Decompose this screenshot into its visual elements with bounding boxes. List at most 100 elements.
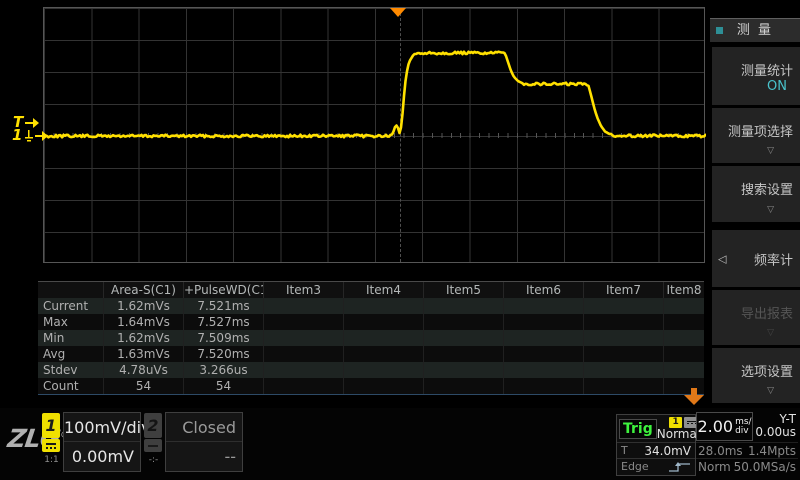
table-cell xyxy=(503,330,583,346)
measurement-table: Area-S(C1)+PulseWD(C1)Item3Item4Item5Ite… xyxy=(38,281,704,395)
trigger-coupling-icon xyxy=(684,416,701,428)
table-cell xyxy=(663,298,704,314)
table-row-label: Min xyxy=(38,330,103,346)
channel2-badge: 2 xyxy=(144,413,162,438)
sample-rate: 50.0MSa/s xyxy=(733,459,796,474)
trigger-level-label: T xyxy=(13,113,24,131)
menu-button-measure-item-select[interactable]: 测量项选择 ▽ xyxy=(712,108,800,163)
dropdown-arrow-icon: ▽ xyxy=(767,386,774,396)
table-cell: 1.62mVs xyxy=(103,330,183,346)
table-cell: 7.509ms xyxy=(183,330,263,346)
menu-button-option-settings[interactable]: 选项设置 ▽ xyxy=(712,348,800,403)
table-cell xyxy=(343,330,423,346)
table-cell xyxy=(583,362,663,378)
table-cell: 7.521ms xyxy=(183,298,263,314)
table-cell: 4.78uVs xyxy=(103,362,183,378)
menu-button-search-settings[interactable]: 搜索设置 ▽ xyxy=(712,166,800,222)
timebase-scale: 2.00 xyxy=(697,417,734,436)
timebase-scale-box: 2.00 ms/ div xyxy=(696,412,753,441)
channel1-probe-ratio: 1:1 xyxy=(44,455,59,465)
menu-button-export-report[interactable]: 导出报表 ▽ xyxy=(712,290,800,345)
record-time: 28.0ms xyxy=(698,443,743,458)
table-cell xyxy=(423,314,503,330)
trigger-type: Edge xyxy=(621,460,649,473)
table-cell xyxy=(503,378,583,394)
measure-menu-sidebar: 测 量 测量统计 ON 测量项选择 ▽ 搜索设置 ▽ ◁ 频率计 导出报表 ▽ … xyxy=(710,0,800,410)
table-cell xyxy=(423,346,503,362)
trigger-status[interactable]: Trig 1 Normal T 34.0mV Edge xyxy=(616,414,701,476)
table-cell xyxy=(663,362,704,378)
table-cell xyxy=(423,362,503,378)
timebase-status[interactable]: 2.00 ms/ div Y-T 0.00us 28.0ms 1.4Mpts N… xyxy=(696,412,798,476)
table-cell xyxy=(663,314,704,330)
channel1-badge: 1 xyxy=(42,413,60,438)
table-cell xyxy=(263,314,343,330)
table-cell: 1.64mVs xyxy=(103,314,183,330)
channel2-probe-ratio: -:- xyxy=(148,455,159,465)
scroll-more-down-icon[interactable] xyxy=(684,388,704,406)
right-arrow-icon xyxy=(35,130,49,141)
table-row-label: Current xyxy=(38,298,103,314)
table-cell xyxy=(663,346,704,362)
trigger-level-marker[interactable]: T xyxy=(13,113,40,131)
measure-stats-state: ON xyxy=(767,79,787,94)
dropdown-arrow-icon: ▽ xyxy=(767,328,774,338)
table-cell xyxy=(583,314,663,330)
table-cell xyxy=(263,378,343,394)
table-cell: 3.266us xyxy=(183,362,263,378)
submenu-back-icon: ◁ xyxy=(718,252,727,265)
channel1-offset: 0.00mV xyxy=(71,447,134,466)
table-cell xyxy=(583,378,663,394)
table-row-label: Count xyxy=(38,378,103,394)
channel1-badges: 1 1:1 xyxy=(42,413,61,465)
table-cell xyxy=(343,362,423,378)
table-header-cell: Item7 xyxy=(583,282,663,298)
channel1-trace xyxy=(44,50,706,139)
table-cell xyxy=(263,362,343,378)
table-cell xyxy=(263,298,343,314)
record-points: 1.4Mpts xyxy=(747,443,796,458)
table-cell xyxy=(263,346,343,362)
channel1-position-marker[interactable]: 1 xyxy=(12,126,49,144)
channel1-marker-label: 1 xyxy=(12,126,23,144)
table-cell xyxy=(503,298,583,314)
channel2-scale: Closed xyxy=(166,413,242,442)
trigger-level-value: 34.0mV xyxy=(644,443,691,458)
table-cell: 1.63mVs xyxy=(103,346,183,362)
menu-icon xyxy=(716,27,723,34)
trigger-level-key: T xyxy=(621,444,628,457)
channel1-scale: 100mV/div xyxy=(64,413,151,442)
trigger-indicator: Trig xyxy=(619,418,657,439)
table-cell xyxy=(583,330,663,346)
table-cell xyxy=(503,362,583,378)
ground-icon xyxy=(25,129,34,141)
timebase-units: ms/ div xyxy=(735,416,752,436)
table-header-cell: Item3 xyxy=(263,282,343,298)
menu-button-measure-stats[interactable]: 测量统计 ON xyxy=(712,47,800,105)
table-cell: 54 xyxy=(183,378,263,394)
table-cell: 7.520ms xyxy=(183,346,263,362)
trigger-source-badge: 1 xyxy=(669,416,683,428)
trigger-delay: 0.00us xyxy=(755,425,796,439)
acquisition-mode: Norm xyxy=(698,459,731,474)
table-cell xyxy=(663,330,704,346)
table-cell xyxy=(503,314,583,330)
menu-button-frequency-counter[interactable]: ◁ 频率计 xyxy=(712,230,800,287)
status-bar: ZLG® 1 1:1 100mV/div 0.00mV 2 -:- xyxy=(0,408,800,480)
table-header-cell: Item6 xyxy=(503,282,583,298)
table-cell xyxy=(423,298,503,314)
trigger-position-line xyxy=(400,8,401,262)
table-cell xyxy=(423,330,503,346)
trigger-position-marker-icon[interactable] xyxy=(390,8,406,17)
center-axis-ticks xyxy=(44,133,704,138)
dropdown-arrow-icon: ▽ xyxy=(767,205,774,215)
table-cell xyxy=(263,330,343,346)
display-mode: Y-T xyxy=(779,412,796,426)
rising-edge-icon xyxy=(669,461,690,472)
channel1-readout: 100mV/div 0.00mV xyxy=(63,412,151,472)
channel2-readout: Closed -- xyxy=(165,412,243,472)
menu-title: 测 量 xyxy=(710,18,800,42)
channel2-offset: -- xyxy=(224,447,236,466)
table-header-cell: Item8 xyxy=(663,282,704,298)
